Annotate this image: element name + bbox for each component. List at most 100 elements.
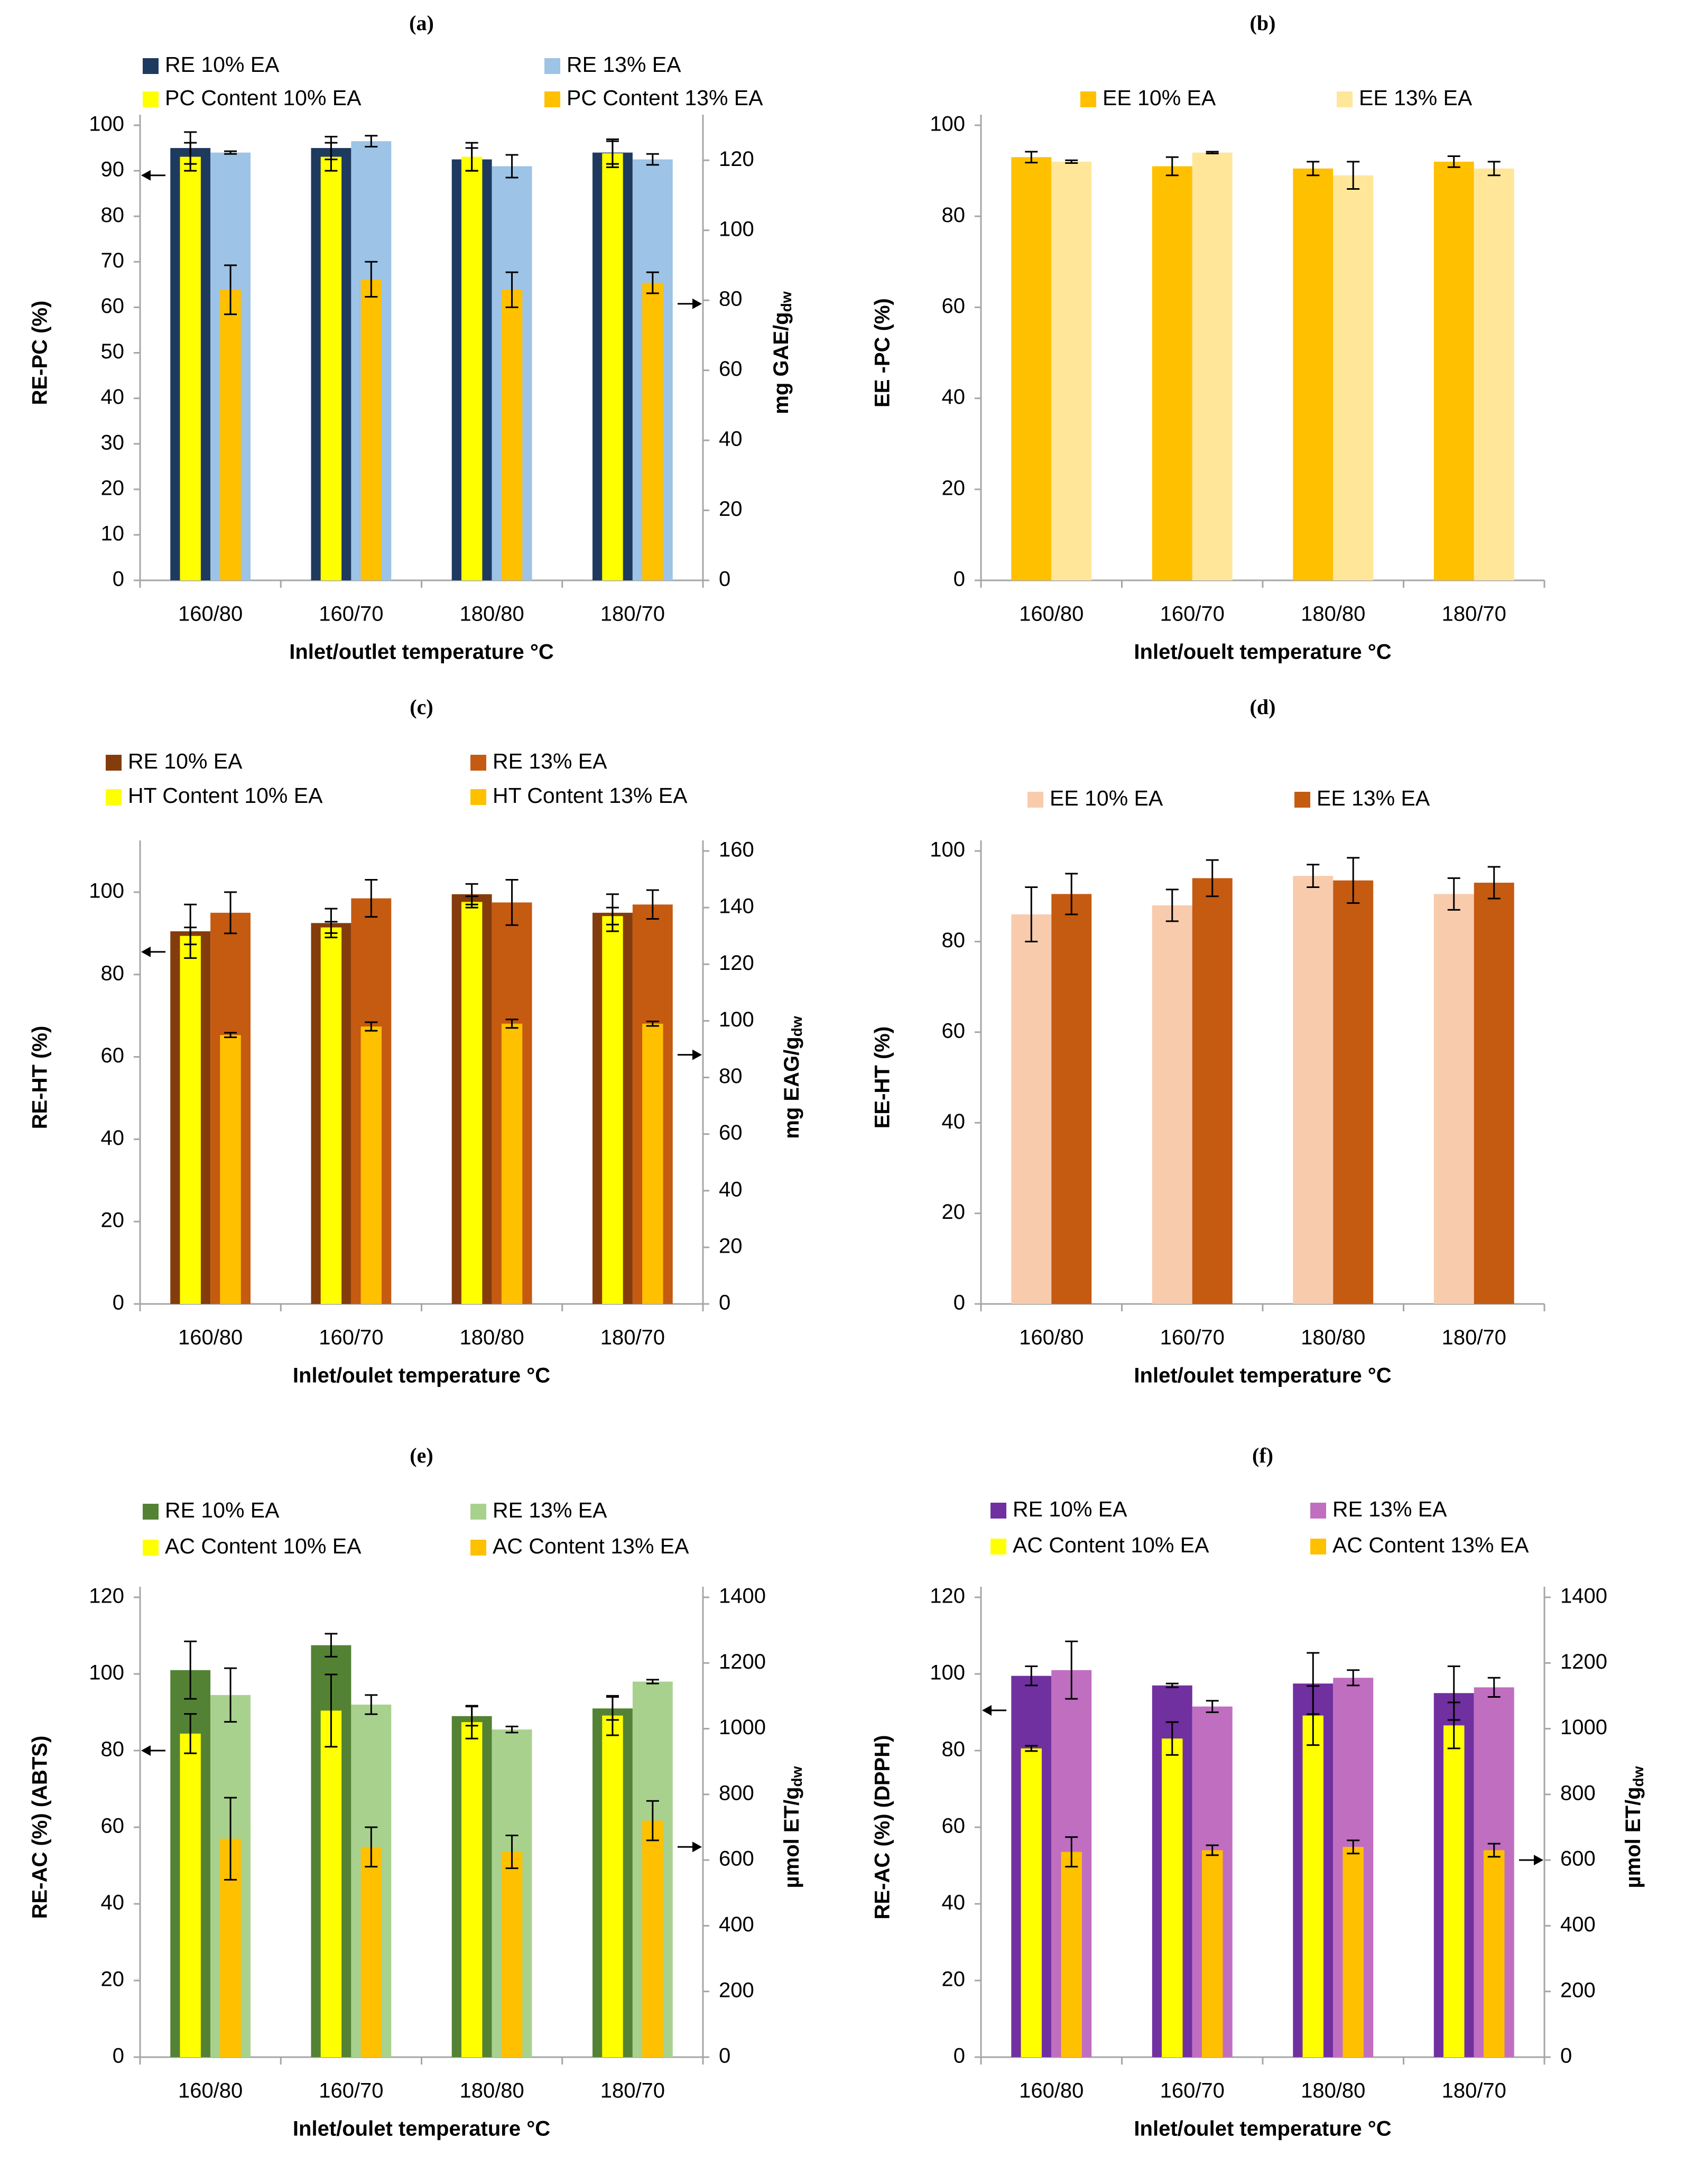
y2-tick-label: 60 [719,1121,743,1144]
legend-swatch [143,1540,159,1556]
legend-swatch [1027,792,1043,808]
x-tick-label: 160/70 [1160,2079,1225,2103]
x-tick-label: 160/80 [1019,1326,1084,1349]
bar [461,156,483,581]
y2-tick-label: 80 [719,1065,743,1088]
bar [1152,905,1192,1304]
bar [1152,166,1192,580]
x-tick-label: 180/70 [600,2079,665,2103]
y2-axis-label-sub: dw [789,1016,805,1037]
y2-tick-label: 80 [719,288,743,311]
bar [180,936,201,1304]
legend-swatch [143,91,159,107]
panel-label: (c) [410,695,433,719]
legend-swatch [990,1503,1006,1519]
y-axis-label: EE -PC (%) [871,298,894,408]
y2-tick-label: 0 [719,568,730,591]
y-tick-label: 80 [101,203,125,227]
y-axis-label: EE-HT (%) [871,1026,894,1128]
bar [1433,161,1474,580]
y-tick-label: 0 [113,2044,124,2068]
chart-svg-d: (d) EE 10% EA EE 13% EA 0 20 40 60 80 100 EE-HT (… [871,695,1545,1387]
x-tick-label: 180/70 [600,603,665,626]
y2-tick-label: 1200 [1560,1650,1607,1673]
y-tick-label: 40 [101,385,125,409]
bar [1443,1725,1465,2057]
y-tick-label: 40 [101,1126,125,1150]
y-axis-label: RE-AC (%) (ABTS) [29,1736,52,1919]
chart-panel-e: (e) RE 10% EA RE 13% EA AC Content 10% EA AC… [0,1432,842,2184]
y-tick-label: 40 [101,1891,125,1914]
legend-label: RE 10% EA [165,52,280,77]
legend-label: RE 10% EA [128,749,243,773]
y2-tick-label: 1000 [719,1716,766,1739]
legend-swatch [470,789,486,805]
y-tick-label: 80 [101,1738,125,1761]
legend-label: AC Content 10% EA [165,1534,362,1558]
left-axis-arrow-head [141,170,151,181]
bar [602,1715,623,2057]
y2-tick-label: 120 [719,951,754,975]
y-tick-label: 50 [101,340,125,363]
bar [461,1722,483,2057]
chart-svg-a: (a) RE 10% EA RE 13% EA PC Content 10% EA PC… [29,11,795,663]
x-tick-label: 160/70 [1160,1326,1225,1349]
chart-svg-f: (f) RE 10% EA RE 13% EA AC Content 10% EA AC… [871,1443,1647,2141]
y2-tick-label: 100 [719,217,754,240]
bar [1293,168,1334,580]
x-tick-label: 160/80 [1019,603,1084,626]
y2-axis-label-sub: dw [1630,1766,1646,1787]
y2-tick-label: 0 [719,2044,730,2068]
legend-swatch [470,755,486,771]
x-tick-label: 180/80 [1301,1326,1365,1349]
bar [360,1026,382,1304]
legend-swatch [143,58,159,74]
y-axis-label: RE-HT (%) [29,1026,52,1130]
y-tick-label: 10 [101,522,125,545]
y-tick-label: 0 [953,2044,965,2068]
y2-tick-label: 40 [719,1178,743,1201]
y2-tick-label: 160 [719,838,754,862]
bar [1162,1738,1183,2057]
panel-label: (e) [410,1443,433,1467]
bar [1011,914,1052,1304]
bar [501,1852,523,2057]
right-axis-arrow-head [1534,1855,1543,1866]
panel-label: (a) [409,11,434,35]
x-axis-label: Inlet/oulet temperature °C [1134,2117,1391,2141]
legend-swatch [106,755,122,771]
legend-label: RE 13% EA [567,52,681,77]
y2-axis-label: µmol ET/gdw [1622,1766,1647,1888]
x-tick-label: 160/70 [319,2079,383,2103]
y2-axis-label: mg GAE/gdw [770,291,795,414]
y2-tick-label: 1200 [719,1650,766,1673]
bar [220,1035,241,1304]
y-tick-label: 0 [953,1291,965,1315]
legend-swatch [1337,91,1353,107]
legend-label: HT Content 10% EA [128,783,323,808]
y2-tick-label: 140 [719,895,754,918]
y-tick-label: 20 [101,1968,125,1991]
y-tick-label: 100 [89,1661,124,1685]
bar [1192,878,1233,1304]
bar [501,1023,523,1304]
y2-tick-label: 400 [1560,1913,1596,1936]
y2-axis-label: µmol ET/gdw [780,1766,806,1888]
y2-tick-label: 0 [719,1291,730,1315]
bar [1051,161,1092,580]
bar [1474,882,1514,1304]
legend-swatch [544,91,560,107]
y2-tick-label: 1000 [1560,1716,1607,1739]
y-tick-label: 90 [101,158,125,181]
chart-panel-f: (f) RE 10% EA RE 13% EA AC Content 10% EA AC… [842,1432,1685,2184]
chart-panel-b: (b) EE 10% EA EE 13% EA 0 20 40 60 80 100 EE -PC … [842,0,1685,682]
legend-swatch [1310,1539,1326,1554]
y-tick-label: 30 [101,431,125,454]
bar [642,1023,663,1304]
x-tick-label: 180/70 [1442,603,1506,626]
panel-label: (d) [1250,695,1276,719]
y-tick-label: 80 [942,203,966,227]
bar [1433,894,1474,1304]
y2-tick-label: 600 [1560,1847,1596,1871]
